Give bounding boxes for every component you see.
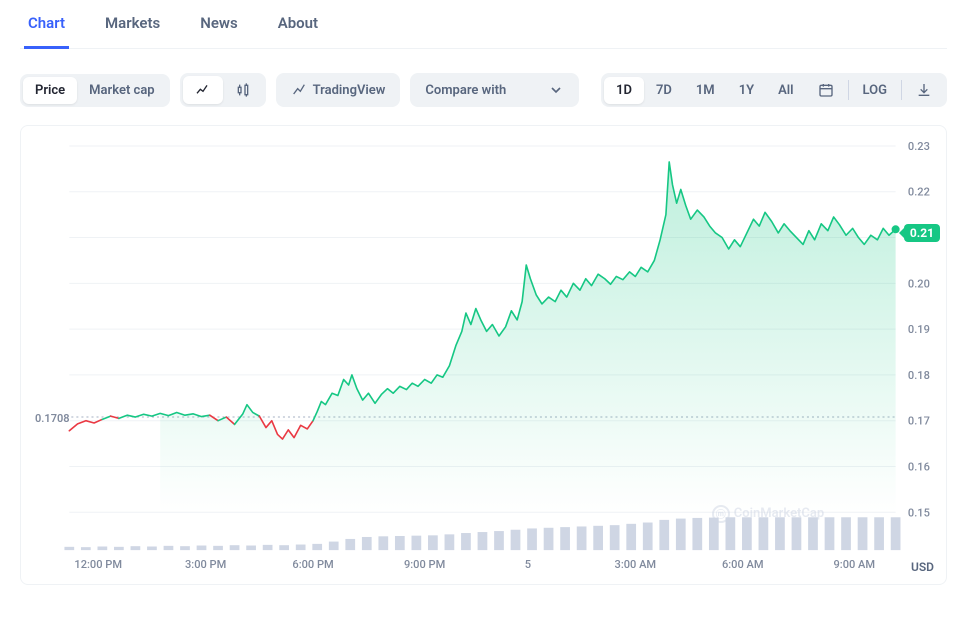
- svg-text:0.18: 0.18: [908, 369, 930, 382]
- svg-text:0.20: 0.20: [908, 277, 930, 290]
- log-toggle[interactable]: LOG: [851, 77, 899, 104]
- candlestick-icon: [235, 82, 251, 98]
- tab-markets[interactable]: Markets: [101, 0, 164, 49]
- tab-news[interactable]: News: [196, 0, 241, 49]
- compare-label: Compare with: [425, 83, 506, 98]
- chart-toolbar: Price Market cap TradingView Compare wit…: [20, 49, 947, 125]
- watermark-text: CoinMarketCap: [734, 506, 824, 521]
- svg-text:3:00 AM: 3:00 AM: [615, 558, 657, 571]
- svg-text:9:00 AM: 9:00 AM: [834, 558, 876, 571]
- tab-about[interactable]: About: [274, 0, 322, 49]
- svg-text:6:00 AM: 6:00 AM: [722, 558, 764, 571]
- line-chart-button[interactable]: [183, 76, 223, 104]
- range-1m[interactable]: 1M: [684, 77, 727, 104]
- svg-text:0.22: 0.22: [908, 186, 930, 199]
- download-icon: [916, 82, 932, 98]
- svg-text:0.15: 0.15: [908, 506, 930, 519]
- svg-text:12:00 PM: 12:00 PM: [74, 558, 122, 571]
- svg-text:6:00 PM: 6:00 PM: [292, 558, 333, 571]
- range-1y[interactable]: 1Y: [727, 77, 766, 104]
- svg-text:3:00 PM: 3:00 PM: [185, 558, 226, 571]
- tab-chart[interactable]: Chart: [24, 0, 69, 49]
- calendar-icon: [818, 82, 834, 98]
- line-chart-icon: [195, 82, 211, 98]
- chart-type-group: [180, 73, 266, 107]
- open-price-label: 0.1708: [35, 412, 70, 425]
- svg-text:0.19: 0.19: [908, 323, 930, 336]
- currency-label: USD: [911, 560, 934, 574]
- current-price-badge: 0.21: [904, 224, 940, 242]
- range-group: 1D7D1M1YAll LOG: [601, 73, 947, 107]
- watermark: ⓜ CoinMarketCap: [712, 505, 824, 523]
- tradingview-group: TradingView: [276, 73, 401, 107]
- svg-text:5: 5: [525, 558, 531, 571]
- watermark-icon: ⓜ: [712, 505, 730, 523]
- candlestick-button[interactable]: [223, 76, 263, 104]
- range-7d[interactable]: 7D: [644, 77, 684, 104]
- compare-group: Compare with: [410, 73, 579, 107]
- tradingview-label: TradingView: [313, 83, 386, 98]
- svg-text:0.23: 0.23: [908, 140, 930, 153]
- marketcap-toggle[interactable]: Market cap: [77, 77, 166, 104]
- compare-button[interactable]: Compare with: [413, 77, 536, 104]
- range-all[interactable]: All: [766, 77, 805, 104]
- tabs-nav: Chart Markets News About: [20, 0, 947, 49]
- chart-container: 0.15 0.16 0.17 0.18 0.19 0.20 0.21 0.22 0.23 12:0…: [20, 125, 947, 585]
- svg-text:0.17: 0.17: [908, 415, 930, 428]
- calendar-button[interactable]: [806, 76, 846, 104]
- svg-text:0.16: 0.16: [908, 461, 930, 474]
- compare-dropdown[interactable]: [536, 76, 576, 104]
- chevron-down-icon: [548, 82, 564, 98]
- price-toggle[interactable]: Price: [23, 77, 77, 104]
- external-icon: [291, 82, 307, 98]
- price-marketcap-toggle: Price Market cap: [20, 74, 170, 107]
- tradingview-button[interactable]: TradingView: [279, 76, 398, 104]
- download-button[interactable]: [904, 76, 944, 104]
- range-1d[interactable]: 1D: [604, 77, 644, 104]
- svg-text:9:00 PM: 9:00 PM: [404, 558, 445, 571]
